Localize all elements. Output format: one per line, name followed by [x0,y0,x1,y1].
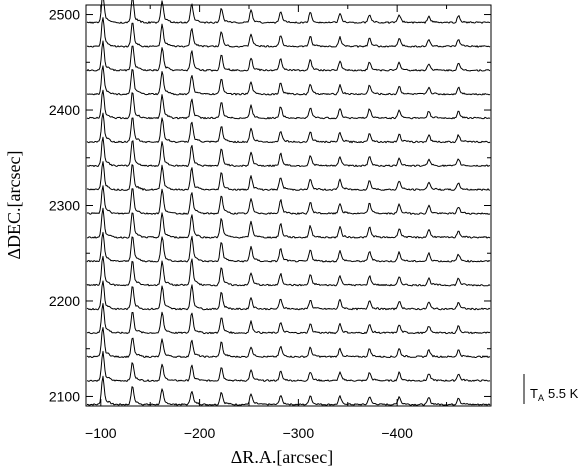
spectrum-row-2200 [86,280,491,311]
spectrum-row-2425 [86,65,491,96]
x-tick-label: −100 [85,425,117,441]
spectrum-row-2500 [86,0,491,24]
spectrum-row-2275 [86,207,491,239]
spectrum-row-2175 [86,303,491,335]
spectrum-row-2225 [86,255,491,287]
spectrum-row-2150 [86,327,491,358]
spectrum-row-2475 [86,17,491,48]
y-tick-label: 2500 [49,7,80,23]
plot-border [85,4,492,407]
y-tick-label: 2300 [49,198,80,214]
y-tick-label: 2200 [49,293,80,309]
spectrum-row-2400 [86,89,491,120]
intensity-scale-bar: TA 5.5 K [523,374,579,404]
x-tick-label: −200 [184,425,216,441]
spectrum-row-2375 [86,112,491,144]
scale-bar-label: TA 5.5 K [530,386,579,403]
y-axis-title: ΔDEC.[arcsec] [4,150,24,259]
y-tick-label: 2400 [49,102,80,118]
spectrum-row-2250 [86,231,491,263]
spectrum-row-2125 [86,350,491,382]
x-axis-title: ΔR.A.[arcsec] [231,447,334,467]
x-tick-label: −300 [283,425,315,441]
plot-frame [85,4,492,407]
spectrum-row-2350 [86,136,491,167]
x-ticks: −100 −200 −300 −400 [85,5,448,441]
y-tick-label: 2100 [49,388,80,404]
spectrum-row-2100 [86,375,491,406]
spectrum-row-2450 [86,40,491,72]
spectra-group [86,0,491,406]
spectrum-row-2325 [86,161,490,191]
x-tick-label: −400 [381,425,413,441]
spectrum-row-2300 [86,185,491,215]
y-ticks: 2100 2200 2300 2400 2500 [49,7,491,404]
